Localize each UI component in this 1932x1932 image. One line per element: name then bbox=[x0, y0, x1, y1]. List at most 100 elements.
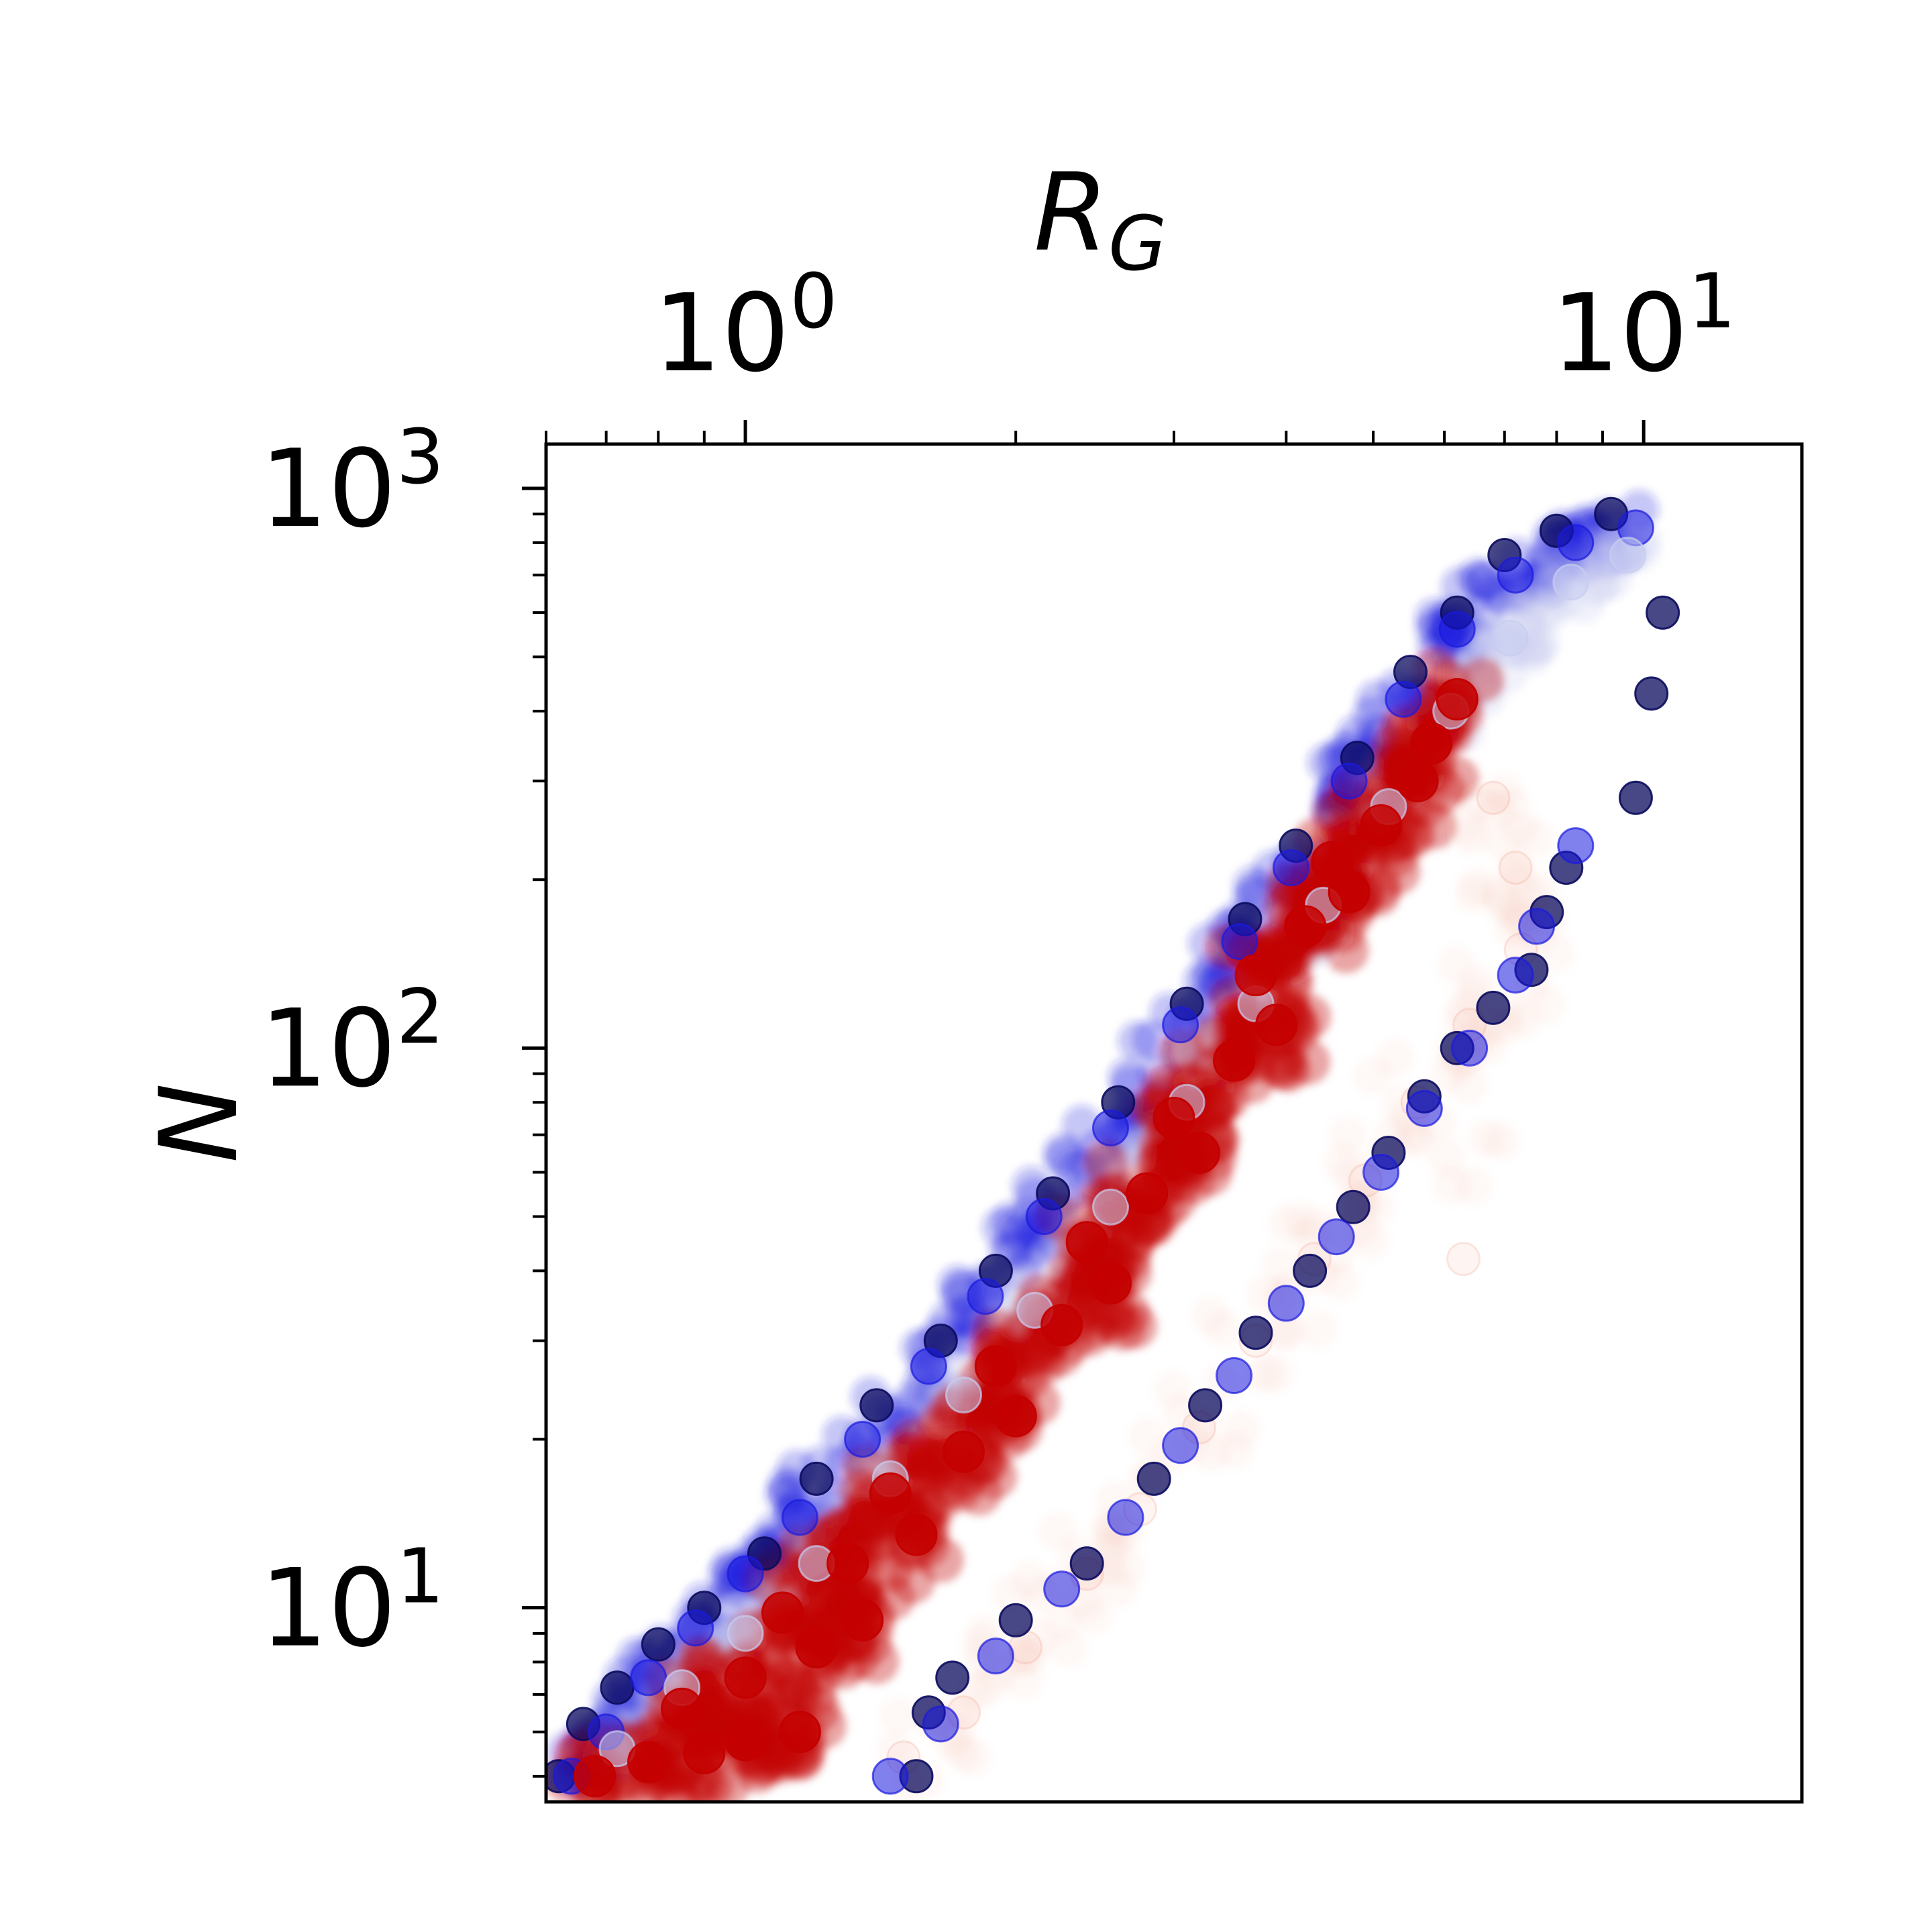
data-point bbox=[974, 1345, 1017, 1388]
data-point bbox=[1311, 841, 1354, 883]
cloud-point bbox=[691, 1681, 737, 1727]
cloud-point bbox=[1099, 1305, 1146, 1351]
cloud-point bbox=[1468, 1120, 1506, 1158]
data-point bbox=[600, 1670, 635, 1705]
data-point bbox=[1634, 676, 1669, 711]
cloud-point bbox=[1433, 1166, 1471, 1204]
data-point bbox=[1221, 923, 1258, 961]
cloud-point bbox=[1268, 1204, 1306, 1242]
cloud-point bbox=[1484, 822, 1522, 861]
cloud-point bbox=[790, 1671, 837, 1717]
data-point bbox=[826, 1542, 869, 1585]
data-point bbox=[1409, 722, 1452, 765]
data-point bbox=[724, 1719, 767, 1762]
data-point bbox=[869, 1472, 912, 1515]
data-point bbox=[1273, 849, 1309, 886]
data-point bbox=[1284, 905, 1327, 948]
data-point bbox=[1362, 1154, 1400, 1191]
cloud-point bbox=[879, 1697, 917, 1735]
data-point bbox=[677, 1609, 714, 1647]
data-point bbox=[895, 1513, 938, 1556]
series-0 bbox=[546, 496, 1629, 1794]
cloud-point bbox=[1299, 1310, 1338, 1348]
data-point bbox=[724, 1656, 767, 1699]
y-axis-title: N bbox=[136, 1083, 262, 1163]
data-point bbox=[1396, 759, 1439, 802]
data-point bbox=[574, 1755, 616, 1798]
data-point bbox=[1491, 619, 1529, 657]
x-tick-label: 101 bbox=[1552, 258, 1736, 396]
data-point bbox=[1646, 595, 1680, 630]
data-point bbox=[1293, 1253, 1328, 1288]
data-point bbox=[998, 1603, 1033, 1638]
data-point bbox=[795, 1626, 838, 1669]
data-point bbox=[841, 1599, 884, 1642]
data-point bbox=[1557, 524, 1595, 561]
data-point bbox=[1451, 1029, 1489, 1067]
data-point bbox=[1557, 827, 1595, 865]
cloud-point bbox=[1038, 1513, 1077, 1550]
cloud-point bbox=[1124, 1201, 1170, 1248]
plot-area bbox=[546, 490, 1680, 1802]
data-point bbox=[1518, 908, 1556, 945]
data-point bbox=[945, 1377, 982, 1413]
data-point bbox=[1043, 1570, 1081, 1608]
data-point bbox=[683, 1731, 726, 1774]
data-point bbox=[1405, 1089, 1443, 1127]
data-point bbox=[1498, 851, 1533, 885]
data-point bbox=[1609, 537, 1646, 574]
data-point bbox=[1126, 1172, 1169, 1215]
data-point bbox=[1446, 1242, 1481, 1277]
data-point bbox=[1267, 1285, 1305, 1322]
cloud-point bbox=[943, 1733, 981, 1771]
data-point bbox=[1040, 1303, 1083, 1346]
data-point bbox=[1092, 1109, 1129, 1146]
cloud-point bbox=[1500, 859, 1538, 897]
data-point bbox=[1238, 1316, 1273, 1350]
data-point bbox=[1162, 1427, 1199, 1464]
data-point bbox=[967, 1278, 1004, 1315]
cloud-point bbox=[991, 1574, 1030, 1613]
series-6 bbox=[871, 827, 1595, 1795]
data-point bbox=[1318, 1218, 1355, 1256]
y-tick-label: 102 bbox=[260, 973, 444, 1111]
y-tick-label: 101 bbox=[260, 1534, 444, 1671]
data-point bbox=[1255, 1004, 1298, 1046]
cloud-point bbox=[1128, 1417, 1166, 1456]
cloud-point bbox=[970, 1666, 1008, 1704]
data-point bbox=[1216, 1357, 1253, 1394]
data-point bbox=[1385, 680, 1422, 718]
data-point bbox=[1136, 1461, 1171, 1496]
data-point bbox=[1476, 780, 1511, 815]
cloud-point bbox=[1267, 1313, 1305, 1351]
data-point bbox=[943, 1430, 985, 1473]
cloud-point bbox=[1050, 1629, 1088, 1667]
data-point bbox=[727, 1555, 764, 1593]
data-point bbox=[1497, 556, 1534, 594]
data-point bbox=[1476, 990, 1511, 1025]
data-point bbox=[1152, 1097, 1195, 1140]
x-tick-label: 100 bbox=[653, 258, 838, 396]
data-point bbox=[922, 1705, 959, 1743]
y-axis-ticks: 101 102 103 bbox=[260, 414, 546, 1778]
data-point bbox=[778, 1711, 821, 1754]
data-point bbox=[1092, 1188, 1129, 1226]
data-point bbox=[859, 1388, 894, 1423]
series-3 bbox=[574, 678, 1479, 1798]
data-point bbox=[630, 1659, 667, 1697]
cloud-point bbox=[1328, 1116, 1366, 1155]
data-point bbox=[781, 1499, 818, 1536]
data-point bbox=[871, 1758, 909, 1795]
series-2 bbox=[598, 537, 1646, 1768]
data-point bbox=[799, 1461, 834, 1496]
data-point bbox=[1360, 804, 1403, 847]
data-point bbox=[661, 1687, 704, 1730]
data-point bbox=[935, 1660, 970, 1695]
cloud-point bbox=[1493, 787, 1531, 825]
data-point bbox=[1188, 1388, 1223, 1423]
data-point bbox=[1330, 762, 1368, 800]
cloud-point bbox=[1256, 1354, 1294, 1393]
data-point bbox=[641, 1627, 676, 1662]
data-point bbox=[1025, 1198, 1063, 1235]
